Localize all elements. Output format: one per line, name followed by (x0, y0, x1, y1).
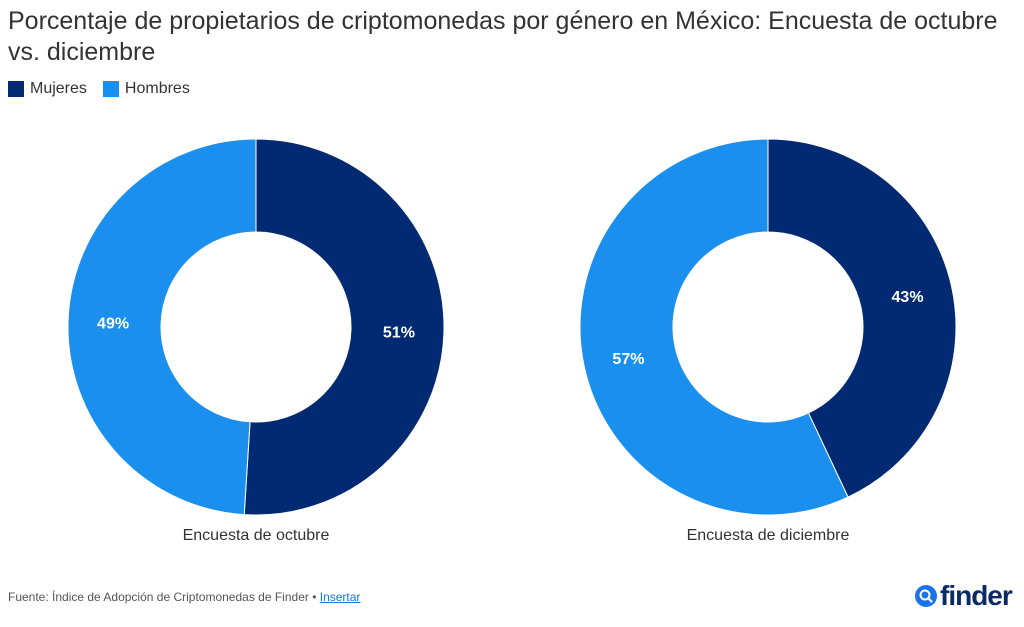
legend: Mujeres Hombres (8, 80, 206, 98)
slice-label-october-mujeres: 51% (383, 324, 415, 341)
legend-swatch-hombres (102, 81, 119, 97)
legend-label-mujeres: Mujeres (30, 80, 87, 97)
source-text: Fuente: Índice de Adopción de Criptomone… (8, 590, 320, 604)
footer: Fuente: Índice de Adopción de Criptomone… (8, 590, 360, 604)
logo-text: finder (940, 580, 1013, 611)
donut-label-october: Encuesta de octubre (182, 527, 330, 544)
slice-label-december-mujeres: 43% (892, 289, 924, 306)
donut-charts: 51% 49% 43% 57% (67, 138, 957, 516)
legend-label-hombres: Hombres (124, 80, 190, 97)
slice-label-october-hombres: 49% (97, 316, 129, 333)
chart-title: Porcentaje de propietarios de criptomone… (8, 7, 998, 66)
donut-label-december: Encuesta de diciembre (686, 527, 850, 544)
legend-item-mujeres[interactable]: Mujeres (8, 80, 87, 98)
slice-december-mujeres[interactable] (767, 138, 957, 498)
slice-december-hombres[interactable] (579, 138, 849, 516)
finder-logo[interactable]: finder (914, 580, 1013, 612)
slice-october-hombres[interactable] (67, 138, 257, 516)
embed-link[interactable]: Insertar (319, 590, 361, 604)
slice-october-mujeres[interactable] (243, 138, 445, 516)
slice-label-december-hombres: 57% (612, 351, 644, 368)
legend-item-hombres[interactable]: Hombres (102, 80, 190, 98)
legend-swatch-mujeres (8, 81, 24, 97)
search-icon (914, 584, 938, 608)
